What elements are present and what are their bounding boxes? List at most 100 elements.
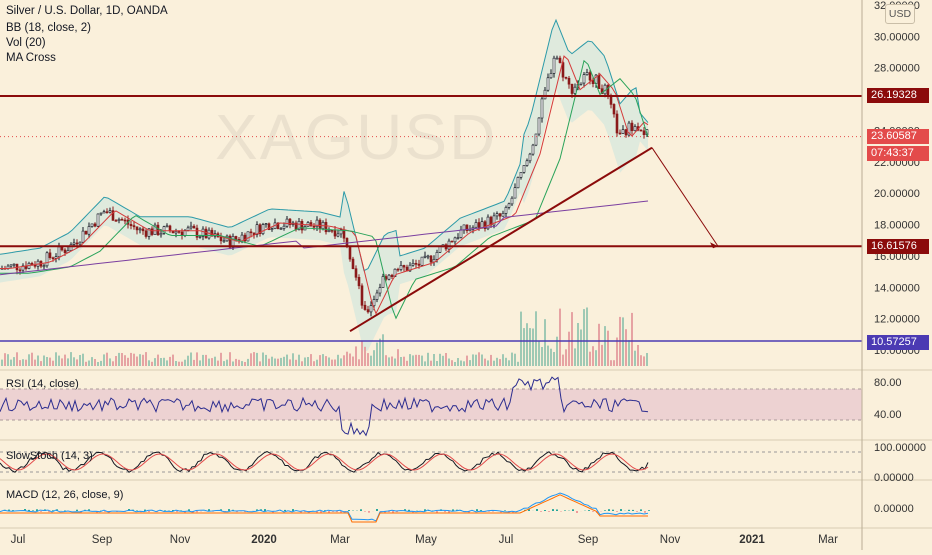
volume-bar [631, 313, 633, 366]
volume-bar [457, 358, 459, 366]
volume-bar [118, 353, 120, 366]
volume-bar [589, 352, 591, 366]
volume-bar [229, 352, 231, 366]
candle-body [460, 230, 462, 238]
volume-bar [70, 352, 72, 366]
macd-histogram-bar [348, 510, 350, 511]
volume-bar [151, 362, 153, 366]
candle-body [79, 242, 81, 244]
candle-body [52, 258, 54, 259]
candle-body [538, 118, 540, 134]
volume-bar [202, 355, 204, 366]
volume-bar [232, 362, 234, 367]
volume-bar [406, 361, 408, 366]
stoch-pane-title[interactable]: SlowStoch (14, 3) [6, 450, 93, 462]
volume-bar [307, 357, 309, 366]
volume-bar [568, 332, 570, 366]
volume-bar [7, 354, 9, 366]
volume-bar [145, 352, 147, 366]
candle-body [580, 83, 582, 84]
candle-body [58, 247, 60, 257]
indicator-label-bb[interactable]: BB (18, close, 2) [6, 22, 91, 34]
volume-bar [205, 355, 207, 366]
macd-axis-tick: 0.00000 [874, 503, 914, 515]
candle-body [187, 228, 189, 231]
macd-histogram-bar [552, 509, 554, 511]
volume-bar [223, 361, 225, 366]
price-tag-support: 16.61576 [867, 239, 929, 254]
volume-bar [379, 339, 381, 366]
macd-histogram-bar [544, 510, 546, 511]
candle-body [334, 231, 336, 237]
volume-bar [616, 338, 618, 367]
volume-bar [448, 359, 450, 367]
macd-histogram-bar [648, 510, 650, 511]
candle-body [400, 265, 402, 269]
volume-bar [508, 360, 510, 366]
macd-histogram-bar [588, 510, 590, 511]
volume-bar [115, 356, 117, 366]
candle-body [403, 265, 405, 267]
candle-body [205, 229, 207, 238]
candle-body [517, 177, 519, 187]
volume-bar [82, 354, 84, 366]
volume-bar [592, 346, 594, 366]
candle-body [457, 238, 459, 239]
volume-bar [355, 346, 357, 366]
candle-body [514, 188, 516, 198]
indicator-label-vol[interactable]: Vol (20) [6, 37, 46, 49]
volume-bar [490, 355, 492, 366]
candle-body [100, 213, 102, 214]
volume-bar [583, 309, 585, 366]
volume-bar [418, 355, 420, 366]
rsi-pane-title[interactable]: RSI (14, close) [6, 378, 79, 390]
symbol-title[interactable]: Silver / U.S. Dollar, 1D, OANDA [6, 5, 168, 17]
candle-body [13, 264, 15, 265]
volume-bar [466, 356, 468, 366]
candle-body [376, 293, 378, 300]
candle-body [223, 241, 225, 242]
volume-bar [367, 353, 369, 366]
volume-bar [526, 323, 528, 366]
macd-histogram-bar [408, 510, 410, 511]
candle-body [568, 78, 570, 84]
currency-button[interactable]: USD [885, 4, 915, 24]
macd-histogram-bar [504, 510, 506, 511]
volume-bar [97, 362, 99, 366]
volume-bar [61, 358, 63, 366]
volume-bar [550, 349, 552, 366]
macd-histogram-bar [604, 510, 606, 511]
volume-bar [250, 353, 252, 366]
price-axis-tick: 20.00000 [874, 188, 920, 200]
macd-pane-title[interactable]: MACD (12, 26, close, 9) [6, 489, 123, 501]
volume-bar [49, 358, 51, 366]
volume-bar [280, 358, 282, 366]
macd-histogram-bar [284, 510, 286, 511]
volume-bar [211, 358, 213, 366]
candle-body [64, 250, 66, 253]
volume-bar [544, 319, 546, 366]
volume-bar [580, 330, 582, 367]
volume-bar [133, 354, 135, 366]
volume-bar [358, 359, 360, 366]
macd-histogram-bar [228, 509, 230, 511]
volume-bar [112, 361, 114, 366]
volume-bar [43, 356, 45, 367]
candle-body [397, 269, 399, 270]
volume-bar [196, 352, 198, 366]
macd-histogram-bar [364, 511, 366, 512]
volume-bar [313, 361, 315, 366]
candle-body [499, 214, 501, 217]
candle-body [571, 84, 573, 93]
candle-body [124, 220, 126, 221]
candle-body [118, 219, 120, 220]
volume-bar [37, 356, 39, 367]
volume-bar [523, 328, 525, 366]
candle-body [358, 277, 360, 286]
indicator-label-ma-cross[interactable]: MA Cross [6, 52, 56, 64]
macd-histogram-bar [360, 509, 362, 511]
volume-bar [346, 352, 348, 366]
volume-bar [25, 360, 27, 366]
volume-bar [142, 355, 144, 366]
volume-bar [394, 359, 396, 367]
